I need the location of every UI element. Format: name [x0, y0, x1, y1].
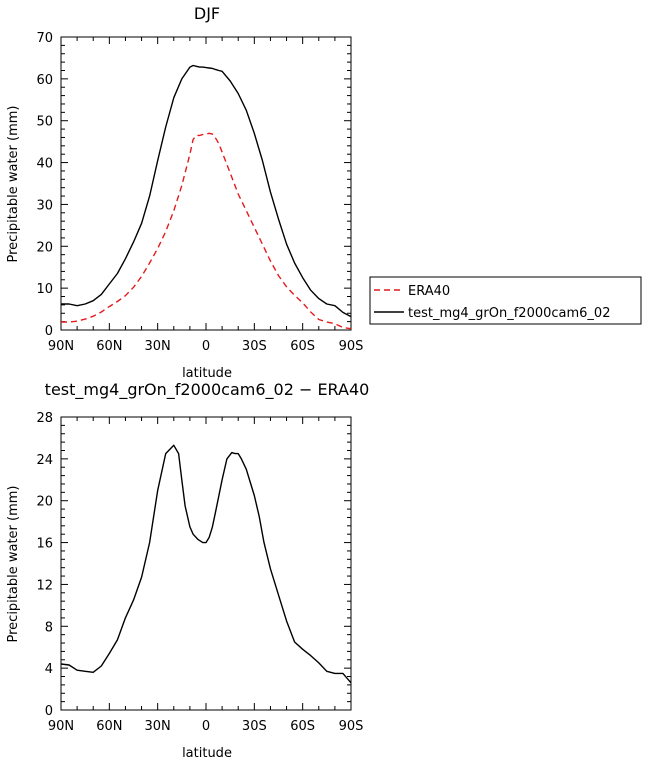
series-line: [61, 132, 352, 330]
x-tick-label: 90S: [339, 339, 364, 354]
x-axis-label: latitude: [182, 746, 232, 761]
y-tick-label: 12: [36, 578, 53, 593]
y-tick-label: 16: [36, 537, 53, 552]
x-tick-label: 30S: [242, 339, 267, 354]
legend-label-test: test_mg4_grOn_f2000cam6_02: [408, 306, 610, 321]
series-line: [61, 64, 352, 318]
y-tick-label: 0: [45, 324, 53, 339]
series-line: [60, 444, 352, 684]
x-tick-label: 60N: [96, 339, 122, 354]
y-axis-label: Precipitable water (mm): [6, 486, 21, 643]
x-tick-label: 0: [202, 339, 210, 354]
x-tick-label: 30N: [145, 339, 171, 354]
y-tick-label: 50: [36, 115, 53, 130]
y-tick-label: 24: [36, 453, 53, 468]
y-tick-label: 28: [36, 411, 53, 426]
y-axis-label: Precipitable water (mm): [6, 106, 21, 263]
y-tick-label: 20: [36, 495, 53, 510]
y-tick-label: 8: [45, 620, 53, 635]
x-tick-label: 90N: [48, 719, 74, 734]
y-tick-label: 4: [45, 662, 53, 677]
y-tick-label: 40: [36, 157, 53, 172]
chart-title: DJF: [194, 4, 220, 23]
x-tick-label: 60S: [290, 719, 315, 734]
x-tick-label: 0: [202, 719, 210, 734]
x-tick-label: 90S: [339, 719, 364, 734]
chart-title: test_mg4_grOn_f2000cam6_02 − ERA40: [45, 380, 370, 400]
legend-label-era40: ERA40: [408, 284, 450, 299]
x-tick-label: 30S: [242, 719, 267, 734]
y-tick-label: 10: [36, 282, 53, 297]
x-tick-label: 60S: [290, 339, 315, 354]
y-tick-label: 60: [36, 73, 53, 88]
difference-panel: test_mg4_grOn_f2000cam6_02 − ERA40 0 4 8 12…: [6, 380, 369, 761]
y-tick-label: 30: [36, 198, 53, 213]
x-tick-label: 60N: [96, 719, 122, 734]
legend: ERA40 test_mg4_grOn_f2000cam6_02: [369, 276, 642, 325]
y-tick-label: 0: [45, 704, 53, 719]
x-tick-label: 30N: [145, 719, 171, 734]
plot-frame: [60, 416, 352, 711]
legend-box: [369, 276, 642, 325]
y-tick-label: 20: [36, 240, 53, 255]
x-axis-label: latitude: [182, 366, 232, 381]
x-tick-label: 90N: [48, 339, 74, 354]
y-tick-label: 70: [36, 31, 53, 46]
